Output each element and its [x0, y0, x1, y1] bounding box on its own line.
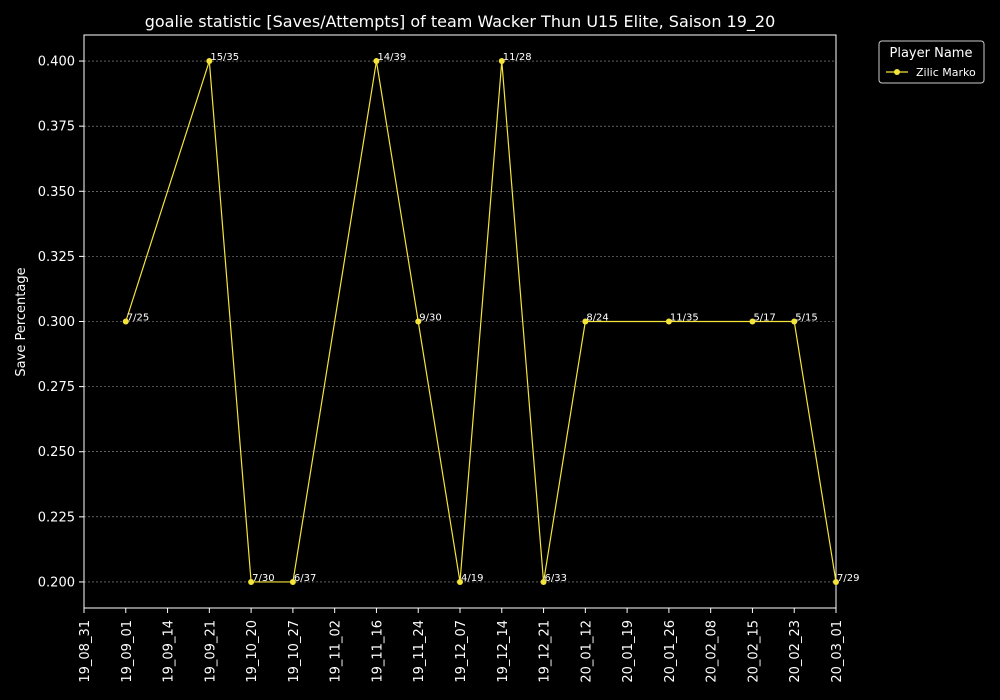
plot-area: 0.200 0.225 0.250 0.275 0.300 0.325 0.350 0.375… [38, 34, 859, 683]
data-label: 11/28 [503, 52, 532, 63]
data-label: 6/37 [294, 573, 316, 584]
data-point [749, 318, 756, 325]
x-tick-label: 20_02_23 [788, 620, 803, 683]
x-tick-label: 19_09_14 [162, 620, 177, 683]
data-label: 7/30 [252, 573, 274, 584]
data-label: 9/30 [419, 313, 441, 324]
data-label: 6/33 [545, 573, 567, 584]
data-point [540, 578, 547, 585]
x-tick-label: 19_08_31 [78, 620, 93, 683]
data-point [833, 578, 839, 585]
y-tick-label: 0.300 [38, 315, 75, 330]
x-tick-label: 20_01_19 [621, 620, 636, 683]
y-tick-label: 0.400 [38, 55, 75, 70]
chart-title: goalie statistic [Saves/Attempts] of tea… [145, 12, 776, 32]
data-label: 7/25 [127, 313, 149, 324]
data-label: 11/35 [670, 313, 699, 324]
legend-title: Player Name [890, 46, 973, 61]
data-point [289, 578, 296, 585]
data-label: 4/19 [461, 573, 483, 584]
data-label: 5/15 [795, 313, 817, 324]
data-point [457, 578, 463, 585]
y-tick-label: 0.325 [38, 250, 75, 265]
legend-series-marker [894, 69, 900, 75]
y-tick-label: 0.275 [38, 380, 75, 395]
legend: Player Name Zilic Marko [878, 40, 985, 84]
y-tick-label: 0.375 [38, 120, 75, 135]
x-tick-label: 19_12_07 [454, 620, 469, 683]
data-point [582, 318, 589, 325]
x-tick-label: 19_11_24 [412, 620, 427, 683]
y-tick-label: 0.225 [38, 510, 75, 525]
data-point [415, 318, 422, 325]
x-tick-label: 20_02_15 [746, 620, 761, 683]
data-point [206, 58, 213, 65]
data-label: 5/17 [753, 313, 775, 324]
data-point [373, 58, 380, 65]
data-label: 14/39 [377, 52, 406, 63]
x-tick-label: 19_09_01 [120, 620, 135, 683]
x-tick-label: 19_11_02 [329, 620, 344, 683]
x-tick-label: 19_12_14 [496, 620, 511, 683]
data-label: 8/24 [586, 313, 608, 324]
y-axis-label: Save Percentage [14, 267, 29, 376]
x-tick-label: 20_03_01 [830, 620, 845, 683]
y-tick-label: 0.350 [38, 185, 75, 200]
data-point [665, 318, 672, 325]
x-tick-label: 19_11_16 [370, 620, 385, 683]
series-line [125, 60, 837, 583]
x-tick-label: 19_09_21 [203, 620, 218, 683]
x-tick-label: 20_01_12 [579, 620, 594, 683]
x-tick-label: 20_01_26 [663, 620, 678, 683]
data-label: 15/35 [210, 52, 239, 63]
x-tick-label: 19_10_27 [287, 620, 302, 683]
y-tick-label: 0.250 [38, 445, 75, 460]
data-point [122, 318, 129, 325]
x-tick-label: 19_12_21 [538, 620, 553, 683]
y-tick-label: 0.200 [38, 575, 75, 590]
data-label: 7/29 [837, 573, 859, 584]
x-tick-label: 20_02_08 [705, 620, 720, 683]
data-point [791, 318, 798, 325]
data-point [498, 58, 505, 65]
legend-series-label: Zilic Marko [916, 66, 976, 79]
data-point [248, 578, 255, 585]
x-tick-label: 19_10_20 [245, 620, 260, 683]
